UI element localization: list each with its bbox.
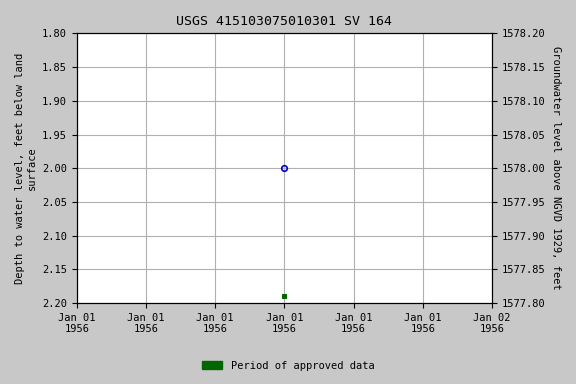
Y-axis label: Groundwater level above NGVD 1929, feet: Groundwater level above NGVD 1929, feet	[551, 46, 561, 290]
Y-axis label: Depth to water level, feet below land
surface: Depth to water level, feet below land su…	[15, 53, 37, 284]
Title: USGS 415103075010301 SV 164: USGS 415103075010301 SV 164	[176, 15, 392, 28]
Legend: Period of approved data: Period of approved data	[198, 357, 378, 375]
